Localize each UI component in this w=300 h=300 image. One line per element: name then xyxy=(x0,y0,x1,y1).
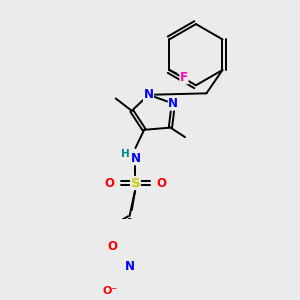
Text: O⁻: O⁻ xyxy=(103,286,118,296)
Text: N: N xyxy=(125,260,135,273)
Text: N: N xyxy=(168,97,178,110)
Text: N: N xyxy=(130,152,140,165)
Text: F: F xyxy=(180,71,188,84)
Text: N: N xyxy=(143,88,154,101)
Text: O: O xyxy=(104,176,114,190)
Text: S: S xyxy=(130,176,140,190)
Text: O: O xyxy=(157,176,167,190)
Text: O: O xyxy=(107,240,117,253)
Text: H: H xyxy=(121,149,130,159)
